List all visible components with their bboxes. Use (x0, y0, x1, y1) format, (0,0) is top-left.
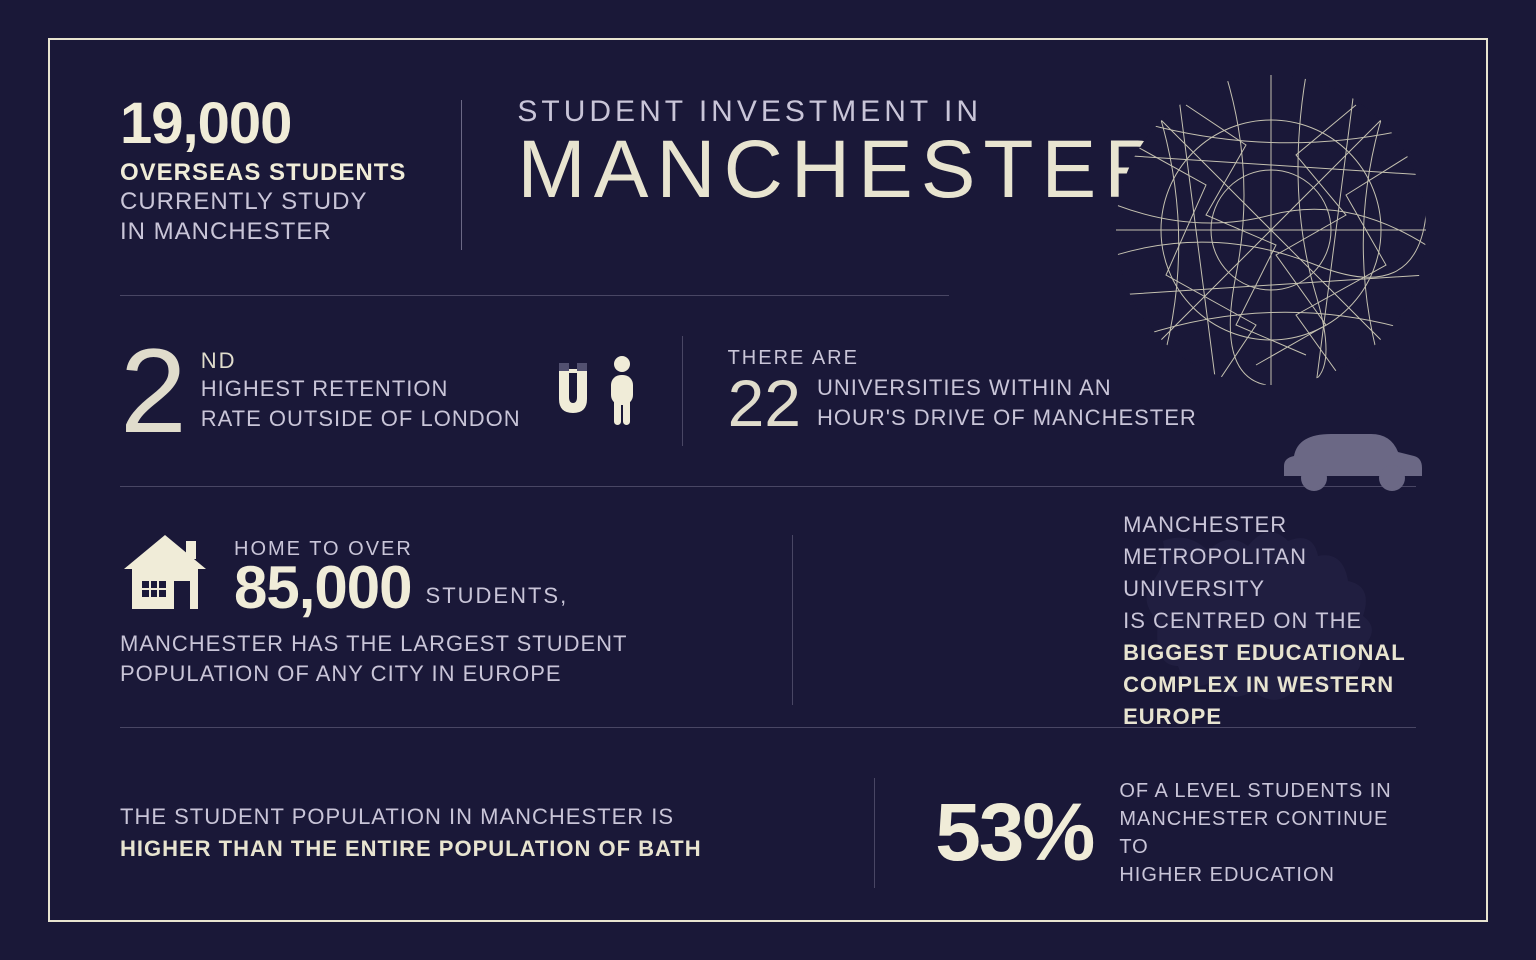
mmu-text: MANCHESTER METROPOLITAN UNIVERSITY IS CE… (1123, 509, 1416, 732)
population-row: HOME TO OVER 85,000 STUDENTS, MANCHESTER… (120, 507, 1416, 707)
population-stat: HOME TO OVER 85,000 STUDENTS, MANCHESTER… (120, 535, 742, 707)
alevel-line-1: OF A LEVEL STUDENTS IN (1119, 777, 1416, 805)
alevel-line-2: MANCHESTER CONTINUE TO (1119, 805, 1416, 861)
retention-text: ND HIGHEST RETENTION RATE OUTSIDE OF LON… (201, 348, 521, 433)
retention-rank-number: 2 (120, 340, 201, 442)
overseas-label-1: OVERSEAS STUDENTS (120, 159, 406, 187)
population-line-2: POPULATION OF ANY CITY IN EUROPE (120, 659, 742, 689)
infographic-frame: 19,000 OVERSEAS STUDENTS CURRENTLY STUDY… (48, 38, 1488, 922)
universities-line-2: HOUR'S DRIVE OF MANCHESTER (817, 403, 1197, 433)
mmu-line-3-bold: COMPLEX IN WESTERN EUROPE (1123, 672, 1394, 729)
divider-vertical (682, 336, 683, 446)
retention-ordinal: ND (201, 348, 521, 374)
overseas-number: 19,000 (120, 95, 406, 153)
overseas-label-2: CURRENTLY STUDY (120, 187, 406, 217)
universities-number: 22 (728, 370, 817, 436)
population-number: 85,000 (234, 561, 412, 615)
divider-vertical (874, 778, 875, 888)
universities-stat: THERE ARE 22 UNIVERSITIES WITHIN AN HOUR… (728, 347, 1197, 436)
divider-vertical (461, 100, 462, 250)
alevel-percent: 53% (935, 786, 1119, 880)
overseas-label-3: IN MANCHESTER (120, 217, 406, 247)
population-line-1: MANCHESTER HAS THE LARGEST STUDENT (120, 629, 742, 659)
retention-line-1: HIGHEST RETENTION (201, 374, 521, 404)
universities-line-1: UNIVERSITIES WITHIN AN (817, 373, 1197, 403)
bath-text: THE STUDENT POPULATION IN MANCHESTER IS … (120, 801, 814, 865)
car-icon (1276, 416, 1426, 496)
magnet-person-icon (551, 355, 637, 427)
divider-horizontal (120, 486, 1416, 487)
bottom-row: THE STUDENT POPULATION IN MANCHESTER IS … (120, 748, 1416, 898)
main-title: STUDENT INVESTMENT IN MANCHESTER (517, 95, 1171, 211)
divider-horizontal (120, 295, 949, 296)
retention-row: 2 ND HIGHEST RETENTION RATE OUTSIDE OF L… (120, 316, 1416, 466)
house-icon (120, 535, 210, 615)
bath-line-2: HIGHER THAN THE ENTIRE POPULATION OF BAT… (120, 836, 702, 861)
overseas-stat: 19,000 OVERSEAS STUDENTS CURRENTLY STUDY… (120, 95, 406, 247)
header-row: 19,000 OVERSEAS STUDENTS CURRENTLY STUDY… (120, 95, 1416, 275)
divider-vertical (792, 535, 793, 705)
bath-line-1: THE STUDENT POPULATION IN MANCHESTER IS (120, 804, 674, 829)
alevel-text: OF A LEVEL STUDENTS IN MANCHESTER CONTIN… (1119, 777, 1416, 889)
mmu-stat: MANCHESTER METROPOLITAN UNIVERSITY IS CE… (843, 535, 1416, 707)
retention-line-2: RATE OUTSIDE OF LONDON (201, 404, 521, 434)
mmu-line-1: MANCHESTER METROPOLITAN UNIVERSITY (1123, 512, 1307, 601)
mmu-line-2-bold: BIGGEST EDUCATIONAL (1123, 640, 1406, 665)
alevel-line-3: HIGHER EDUCATION (1119, 861, 1416, 889)
population-suffix: STUDENTS, (426, 583, 569, 615)
title-big: MANCHESTER (517, 129, 1171, 211)
mmu-line-2-plain: IS CENTRED ON THE (1123, 608, 1362, 633)
